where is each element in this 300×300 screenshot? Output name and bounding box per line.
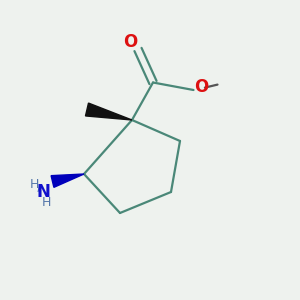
Text: O: O <box>123 33 138 51</box>
Text: H: H <box>30 178 39 191</box>
Text: N: N <box>37 183 50 201</box>
Polygon shape <box>85 103 132 120</box>
Text: O: O <box>194 78 208 96</box>
Polygon shape <box>51 174 84 187</box>
Text: H: H <box>42 196 51 209</box>
